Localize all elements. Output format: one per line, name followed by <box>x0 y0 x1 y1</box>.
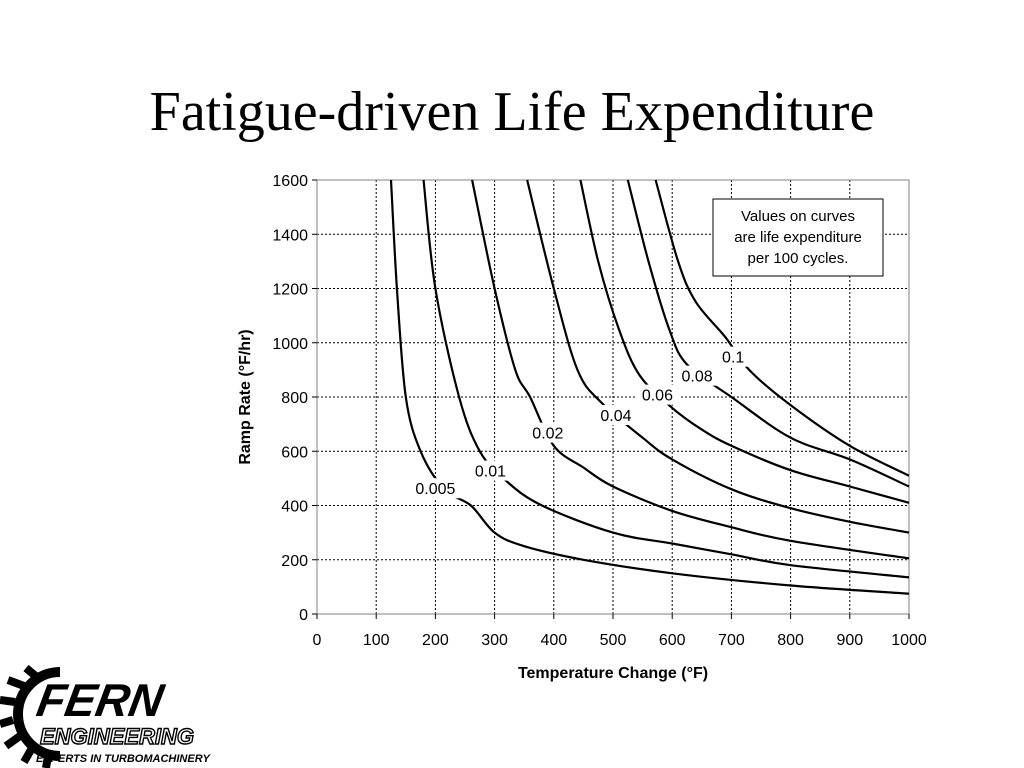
curve-label-bg <box>675 365 720 386</box>
annotation-line: per 100 cycles. <box>748 250 849 267</box>
y-tick-label: 600 <box>281 444 308 461</box>
curve-label-bg <box>408 478 462 499</box>
x-tick-label: 100 <box>363 632 390 649</box>
y-axis-label: Ramp Rate (°F/hr) <box>237 329 254 464</box>
annotation-line: Values on curves <box>741 208 855 225</box>
turbine-icon <box>0 664 61 768</box>
annotation-box: Values on curves are life expenditure per … <box>712 198 884 277</box>
x-tick-labels: 0 100 200 300 400 500 600 700 800 900 1000 <box>313 614 927 649</box>
curve-label-0.02: 0.02 <box>532 426 563 443</box>
curve-0.01 <box>422 179 910 579</box>
curve-0.02 <box>471 179 910 560</box>
curve-label-0.08: 0.08 <box>681 369 712 386</box>
logo-name: FERN <box>33 674 169 726</box>
curve-0.005 <box>389 179 910 595</box>
curve-label-bg <box>715 346 751 367</box>
curve-label-0.01: 0.01 <box>475 464 506 481</box>
y-tick-label: 1200 <box>272 282 308 299</box>
y-tick-label: 1000 <box>272 336 308 353</box>
curve-label-bg <box>593 404 638 425</box>
annotation-line: are life expenditure <box>734 229 862 246</box>
curve-0.04 <box>526 179 910 534</box>
curve-label-0.1: 0.1 <box>722 350 744 367</box>
curve-label-0.06: 0.06 <box>642 388 673 405</box>
x-tick-label: 800 <box>777 632 804 649</box>
life-expenditure-chart: 0 100 200 300 400 500 600 700 800 900 1000 0 200 400… <box>237 173 927 682</box>
curve-label-bg <box>635 384 680 405</box>
x-tick-label: 1000 <box>891 632 927 649</box>
x-tick-label: 300 <box>481 632 508 649</box>
x-tick-label: 900 <box>836 632 863 649</box>
x-tick-label: 200 <box>422 632 449 649</box>
x-tick-label: 400 <box>540 632 567 649</box>
y-tick-label: 800 <box>281 390 308 407</box>
logo-subtitle: ENGINEERING <box>40 724 194 749</box>
annotation-text: Values on curves are life expenditure per … <box>734 208 862 267</box>
curve-0.06 <box>579 179 910 504</box>
x-tick-label: 500 <box>600 632 627 649</box>
curve-label-bg <box>468 460 513 481</box>
y-tick-label: 400 <box>281 499 308 516</box>
x-axis-label: Temperature Change (°F) <box>518 665 708 682</box>
x-tick-label: 600 <box>659 632 686 649</box>
curve-label-0.04: 0.04 <box>600 408 631 425</box>
logo-tagline: EXPERTS IN TURBOMACHINERY <box>36 753 211 765</box>
x-tick-label: 700 <box>718 632 745 649</box>
fern-engineering-logo: FERN ENGINEERING EXPERTS IN TURBOMACHINE… <box>0 664 211 768</box>
curve-label-bg <box>525 422 570 443</box>
x-tick-label: 0 <box>313 632 322 649</box>
y-tick-labels: 0 200 400 600 800 1000 1200 1400 1600 <box>272 173 317 624</box>
curve-labels: 0.005 0.01 0.02 0.04 0.06 0.08 0.1 <box>408 346 751 499</box>
slide-title: Fatigue-driven Life Expenditure <box>149 81 875 143</box>
y-tick-label: 1600 <box>272 173 308 190</box>
y-tick-label: 1400 <box>272 227 308 244</box>
y-tick-label: 200 <box>281 553 308 570</box>
y-tick-label: 0 <box>299 607 308 624</box>
curve-label-0.005: 0.005 <box>415 481 455 498</box>
